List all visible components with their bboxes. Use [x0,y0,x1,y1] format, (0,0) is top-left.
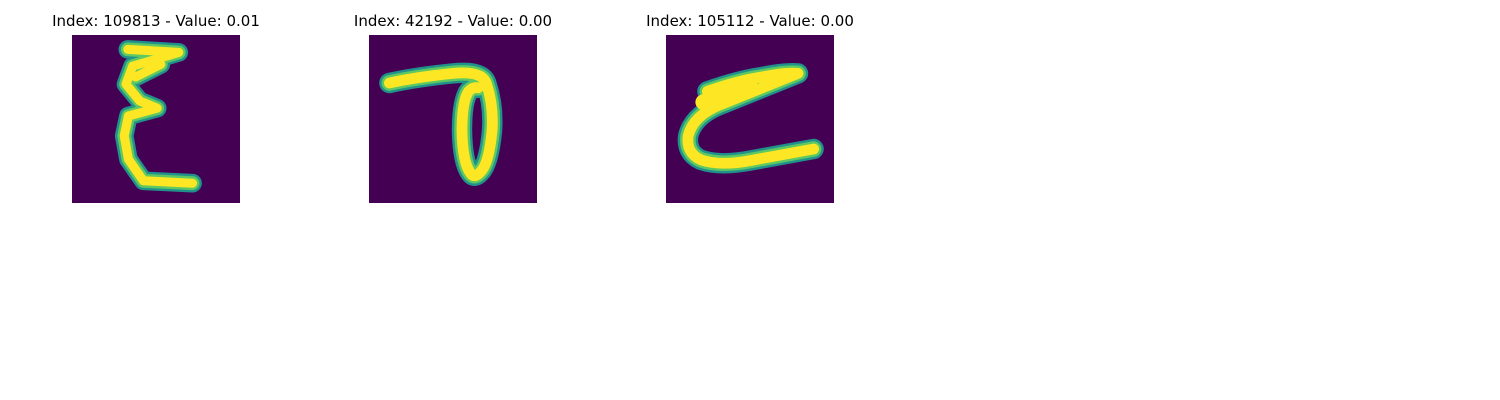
panel-title: Index: 42192 - Value: 0.00 [353,12,553,30]
panel-title: Index: 109813 - Value: 0.01 [52,12,260,30]
handwritten-glyph-image [666,35,834,203]
handwritten-glyph-image [72,35,240,203]
panel-title: Index: 105112 - Value: 0.00 [646,12,854,30]
handwritten-glyph-image [369,35,537,203]
